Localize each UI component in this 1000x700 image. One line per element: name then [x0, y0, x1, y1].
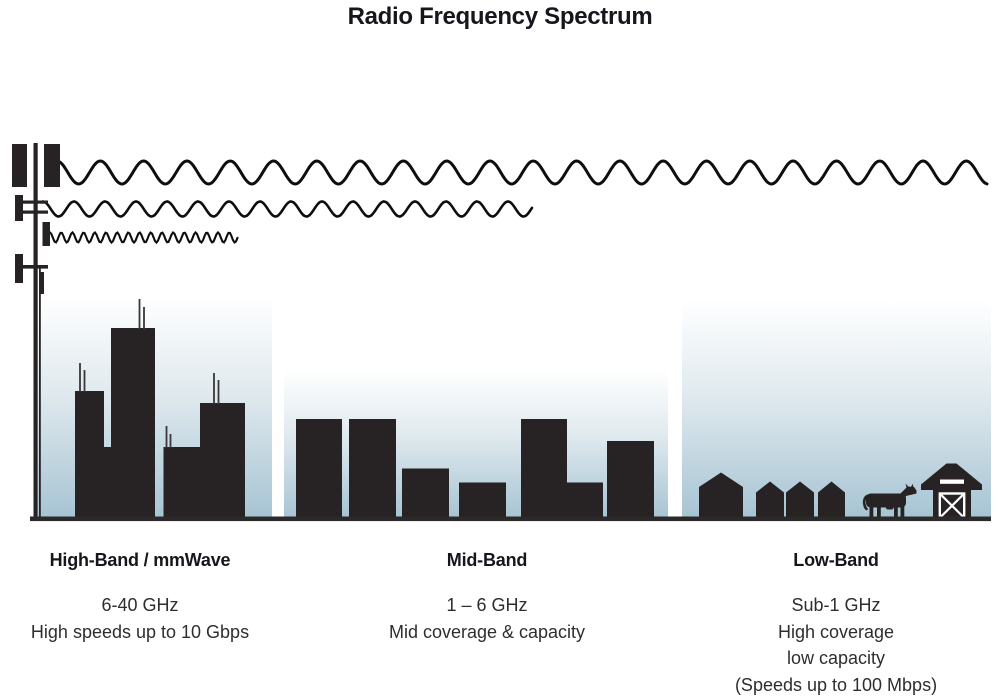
mid-band-buildings-icon: [296, 419, 654, 519]
page-title: Radio Frequency Spectrum: [347, 3, 653, 30]
band-frequency: 1 – 6 GHz: [446, 595, 528, 615]
band-name: Mid-Band: [446, 550, 528, 570]
wave-2-icon: [48, 230, 239, 245]
band-name: High-Band / mmWave: [49, 550, 231, 570]
band-detail: High speeds up to 10 Gbps: [30, 621, 250, 642]
band-name: Low-Band: [793, 550, 879, 570]
band-label-low: Low-Band Sub-1 GHz High coverage low cap…: [696, 548, 976, 698]
band-label-mid: Mid-Band 1 – 6 GHz Mid coverage & capaci…: [347, 548, 627, 645]
house-icon: [699, 472, 743, 519]
band-frequency: Sub-1 GHz: [791, 595, 881, 615]
band-detail: low capacity: [786, 648, 886, 668]
band-detail: Mid coverage & capacity: [388, 621, 586, 642]
wave-0-icon: [55, 159, 989, 186]
band-detail: (Speeds up to 100 Mbps): [734, 674, 938, 695]
high-band-city-icon: [75, 299, 245, 519]
band-detail: High coverage: [777, 621, 895, 642]
cell-tower-icon: [12, 143, 60, 519]
radio-waves-icon: [41, 159, 989, 245]
house-icon: [818, 481, 845, 519]
wave-1-icon: [41, 200, 534, 218]
antenna-spires: [79, 299, 220, 448]
ground-line: [30, 516, 991, 522]
band-label-high: High-Band / mmWave 6-40 GHz High speeds …: [0, 548, 280, 645]
cow-icon: [862, 483, 917, 519]
band-frequency: 6-40 GHz: [101, 595, 179, 615]
house-icon: [786, 481, 814, 519]
house-icon: [756, 481, 784, 519]
spectrum-illustration: [12, 143, 991, 522]
